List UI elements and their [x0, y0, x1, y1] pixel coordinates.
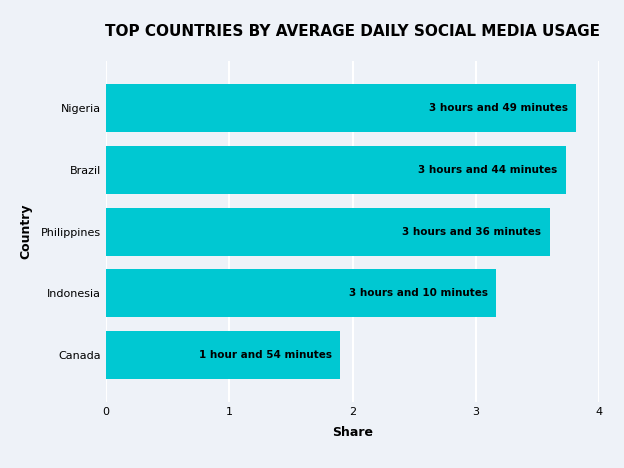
Text: 3 hours and 36 minutes: 3 hours and 36 minutes — [402, 227, 541, 237]
Text: 3 hours and 49 minutes: 3 hours and 49 minutes — [429, 103, 568, 113]
Bar — [106, 208, 550, 256]
Text: 3 hours and 44 minutes: 3 hours and 44 minutes — [418, 165, 557, 175]
Bar — [106, 84, 577, 132]
Title: TOP COUNTRIES BY AVERAGE DAILY SOCIAL MEDIA USAGE: TOP COUNTRIES BY AVERAGE DAILY SOCIAL ME… — [105, 24, 600, 39]
Y-axis label: Country: Country — [20, 204, 33, 259]
Text: 3 hours and 10 minutes: 3 hours and 10 minutes — [349, 288, 488, 298]
X-axis label: Share: Share — [332, 426, 373, 439]
Text: 1 hour and 54 minutes: 1 hour and 54 minutes — [198, 350, 331, 360]
Bar — [106, 331, 340, 379]
Bar — [106, 269, 496, 317]
Bar — [106, 146, 566, 194]
